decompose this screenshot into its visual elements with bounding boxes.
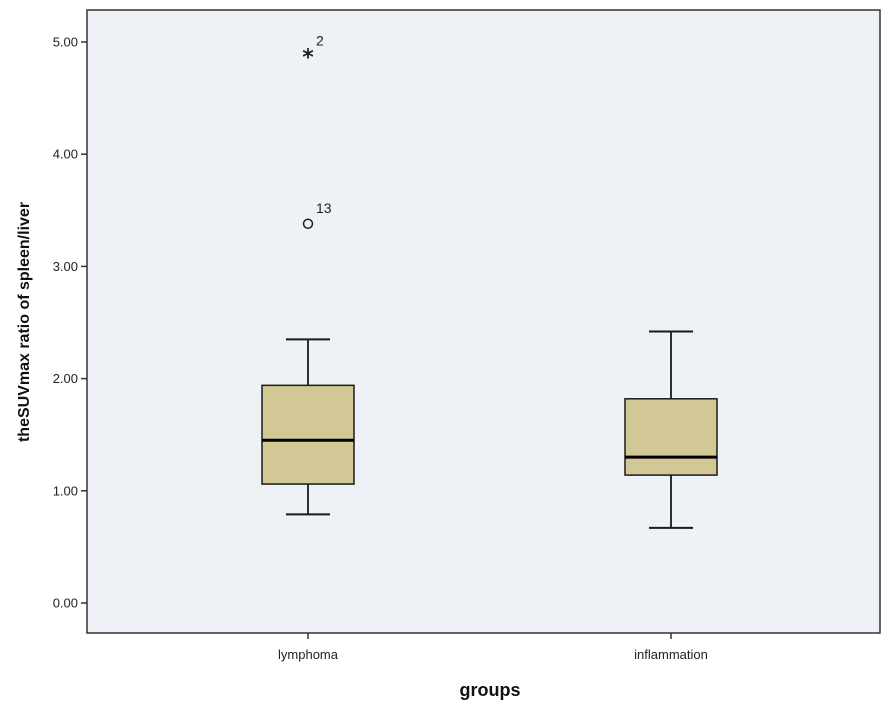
y-tick-label: 0.00 (53, 596, 78, 611)
iqr-box (624, 398, 718, 476)
x-axis-title: groups (460, 680, 521, 700)
x-tick-label: inflammation (634, 647, 708, 662)
plot-area (86, 9, 881, 634)
boxes: 13 *2 (261, 32, 718, 529)
box-lymphoma: 13 *2 (261, 32, 355, 516)
y-axis: 0.00 1.00 2.00 3.00 4.00 5.00 (53, 35, 87, 611)
iqr-box (261, 384, 355, 485)
y-tick-label: 3.00 (53, 259, 78, 274)
x-tick-label: lymphoma (278, 647, 339, 662)
y-tick-label: 4.00 (53, 147, 78, 162)
outlier-circle (302, 218, 314, 230)
y-tick-label: 1.00 (53, 483, 78, 498)
x-axis: lymphoma inflammation (278, 633, 708, 662)
y-tick-label: 5.00 (53, 35, 78, 50)
y-axis-title: theSUVmax ratio of spleen/liver (16, 202, 33, 442)
box-inflammation (624, 330, 718, 529)
outlier-label: 13 (316, 200, 332, 216)
outlier-label: 2 (316, 32, 324, 48)
y-tick-label: 2.00 (53, 371, 78, 386)
outlier-star: * (302, 45, 314, 70)
